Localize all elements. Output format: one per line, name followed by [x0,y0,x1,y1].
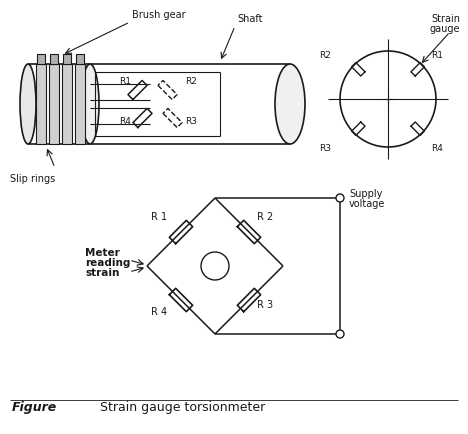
Circle shape [201,252,229,280]
Text: R 1: R 1 [151,212,167,222]
Ellipse shape [20,64,36,144]
Text: strain: strain [85,268,119,278]
Text: voltage: voltage [349,199,385,209]
Bar [62,64,72,144]
Text: Supply: Supply [349,189,382,199]
Text: R 4: R 4 [151,307,167,317]
Text: Shaft: Shaft [237,14,263,24]
Ellipse shape [81,64,99,144]
Text: R2: R2 [319,52,331,60]
Text: Strain gauge torsionmeter: Strain gauge torsionmeter [100,401,265,414]
Text: Figure: Figure [12,401,57,414]
Bar [36,64,46,144]
Text: R 3: R 3 [257,300,273,310]
Bar [49,64,59,144]
Text: R3: R3 [319,144,331,152]
Text: reading: reading [85,258,131,268]
Circle shape [336,330,344,338]
Text: Slip rings: Slip rings [10,174,55,184]
Text: R3: R3 [185,117,197,126]
Bar [37,54,45,64]
Text: R1: R1 [119,77,132,86]
Text: R4: R4 [119,117,132,126]
Text: Brush gear: Brush gear [132,10,186,20]
Text: R4: R4 [431,144,443,152]
Text: Strain: Strain [431,14,460,24]
Text: R2: R2 [185,77,197,86]
Bar [75,64,85,144]
Text: gauge: gauge [430,24,460,34]
Bar [50,54,58,64]
Circle shape [336,194,344,202]
Text: Meter: Meter [85,248,120,258]
Ellipse shape [275,64,305,144]
Text: R1: R1 [431,52,443,60]
Bar [63,54,71,64]
Bar [76,54,84,64]
Text: R 2: R 2 [257,212,273,222]
